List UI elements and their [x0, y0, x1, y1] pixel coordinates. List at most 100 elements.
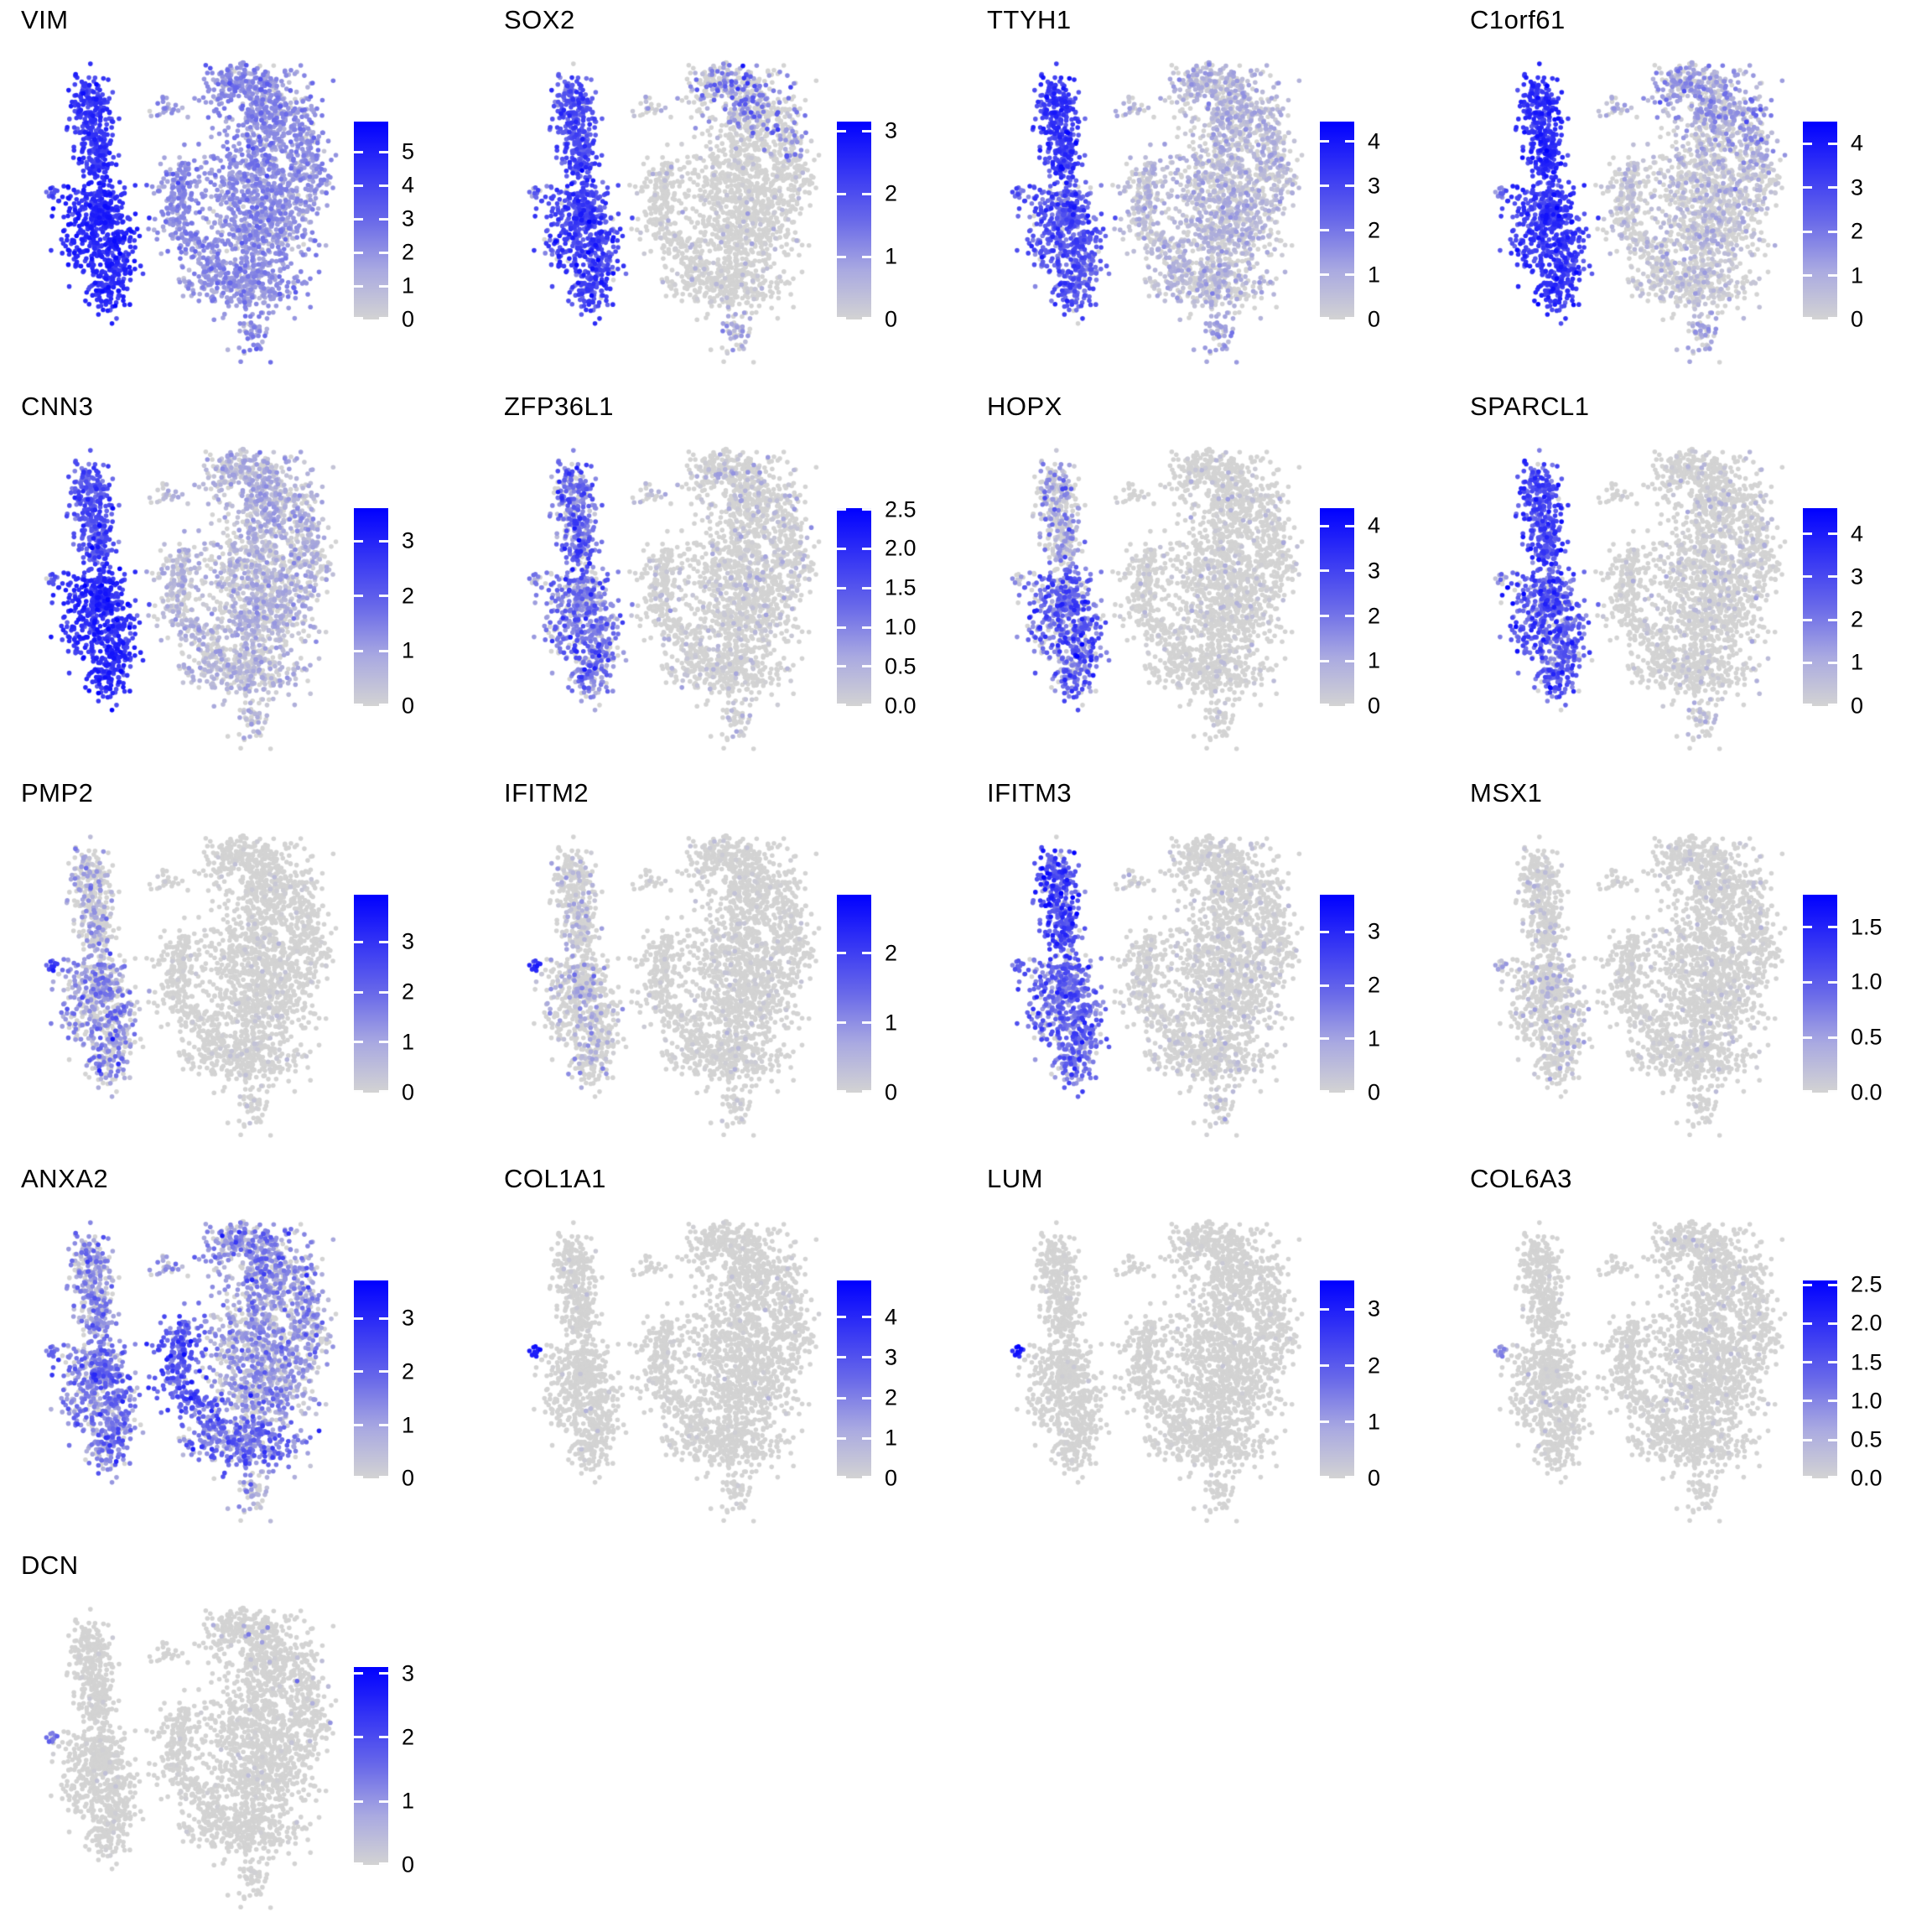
colorbar-tick-mark — [379, 1476, 388, 1479]
colorbar: 0 1 2 3 — [837, 118, 897, 332]
colorbar-tick-mark — [354, 284, 363, 288]
colorbar-gradient — [1320, 122, 1354, 319]
colorbar-tick-mark — [862, 129, 871, 132]
colorbar-tick-mark — [1828, 1283, 1837, 1286]
colorbar-tick-mark — [1345, 984, 1354, 987]
panel-title: ANXA2 — [21, 1164, 109, 1194]
colorbar-tick-mark — [837, 665, 846, 668]
colorbar-tick-label: 1.5 — [1851, 1349, 1883, 1375]
tsne-scatter-canvas — [1008, 831, 1306, 1144]
colorbar-tick-mark — [379, 1089, 388, 1093]
colorbar-tick-mark — [1803, 575, 1812, 579]
colorbar-tick-mark — [1320, 659, 1329, 662]
colorbar-tick-mark — [837, 547, 846, 550]
colorbar-tick-mark — [862, 1089, 871, 1093]
panel-title: IFITM2 — [504, 777, 589, 808]
tsne-scatter-canvas — [525, 1218, 823, 1530]
feature-panel-anxa2: ANXA2 0 1 2 3 — [0, 1159, 483, 1545]
colorbar-tick-label: 0 — [1368, 1079, 1381, 1105]
colorbar-tick-mark — [837, 1356, 846, 1359]
colorbar-tick-mark — [1345, 229, 1354, 232]
colorbar-tick-mark — [354, 317, 363, 319]
colorbar-tick-mark — [354, 184, 363, 187]
colorbar: 0 1 2 3 — [354, 894, 414, 1104]
panel-title: SPARCL1 — [1470, 391, 1590, 421]
panel-title: HOPX — [987, 391, 1062, 421]
panel-title: VIM — [21, 5, 69, 34]
colorbar-tick-mark — [1345, 703, 1354, 706]
colorbar-tick-mark — [379, 1370, 388, 1374]
tsne-scatter-canvas — [1008, 1218, 1306, 1530]
colorbar: 0 1 2 3 — [354, 507, 414, 718]
colorbar: 0.0 0.5 1.0 1.5 2.0 2.5 — [837, 496, 917, 718]
feature-panel-sparcl1: SPARCL1 0 1 2 3 4 — [1449, 387, 1932, 773]
colorbar-tick-mark — [354, 1862, 363, 1866]
panel-title: DCN — [21, 1550, 79, 1581]
colorbar-tick-label: 4 — [885, 1304, 898, 1330]
colorbar-tick-mark — [1320, 1037, 1329, 1041]
feature-panel-pmp2: PMP2 0 1 2 3 — [0, 773, 483, 1160]
colorbar-tick-mark — [862, 508, 871, 512]
colorbar-tick-mark — [1320, 930, 1329, 933]
colorbar-tick-mark — [1803, 980, 1812, 984]
tsne-scatter-canvas — [42, 1604, 340, 1917]
colorbar-tick-label: 0 — [1851, 693, 1864, 719]
colorbar-gradient — [354, 507, 388, 706]
colorbar-tick-mark — [1320, 1307, 1329, 1311]
colorbar-tick-label: 2.0 — [885, 535, 917, 561]
colorbar-tick-mark — [1828, 703, 1837, 706]
colorbar-gradient — [837, 122, 871, 319]
colorbar-tick-mark — [1828, 1089, 1837, 1093]
colorbar-tick-mark — [862, 626, 871, 629]
feature-panel-col6a3: COL6A3 0.0 0.5 1.0 1.5 2.0 2.5 — [1449, 1159, 1932, 1545]
colorbar-tick-mark — [862, 192, 871, 195]
colorbar-tick-mark — [354, 595, 363, 598]
colorbar-tick-mark — [354, 1041, 363, 1044]
colorbar-tick-label: 2 — [1851, 218, 1864, 244]
colorbar-tick-mark — [379, 1862, 388, 1866]
colorbar-tick-mark — [379, 940, 388, 943]
colorbar-tick-label: 1 — [1851, 649, 1864, 675]
colorbar-tick-label: 0.0 — [885, 693, 917, 719]
colorbar-tick-mark — [1320, 703, 1329, 706]
colorbar-tick-mark — [1320, 1364, 1329, 1368]
colorbar-tick-mark — [1345, 1037, 1354, 1041]
colorbar-tick-label: 4 — [1851, 521, 1864, 547]
colorbar-tick-mark — [837, 1476, 846, 1479]
colorbar-tick-mark — [1828, 1322, 1837, 1325]
colorbar-tick-mark — [1828, 618, 1837, 621]
colorbar-tick-label: 3 — [1851, 564, 1864, 589]
colorbar-gradient — [1803, 1280, 1837, 1479]
colorbar-tick-mark — [837, 1396, 846, 1400]
colorbar-tick-mark — [1345, 317, 1354, 319]
colorbar-tick-mark — [379, 595, 388, 598]
panel-title: PMP2 — [21, 777, 94, 808]
colorbar-tick-label: 3 — [1368, 918, 1381, 944]
colorbar: 0 1 2 3 — [354, 1280, 414, 1491]
colorbar-tick-mark — [354, 649, 363, 652]
colorbar: 0 1 2 3 — [1320, 894, 1380, 1104]
colorbar-tick-label: 3 — [402, 205, 415, 231]
colorbar-tick-mark — [837, 255, 846, 258]
tsne-scatter-canvas — [525, 59, 823, 371]
colorbar-tick-mark — [354, 990, 363, 994]
panel-title: SOX2 — [504, 5, 575, 34]
colorbar-tick-mark — [354, 150, 363, 153]
colorbar-tick-mark — [837, 952, 846, 955]
colorbar-tick-mark — [379, 1672, 388, 1675]
colorbar-tick-mark — [862, 255, 871, 258]
colorbar: 0.0 0.5 1.0 1.5 2.0 2.5 — [1803, 1272, 1883, 1491]
colorbar-tick-label: 2 — [1368, 217, 1381, 243]
colorbar-tick-mark — [862, 586, 871, 589]
colorbar-gradient — [1320, 1280, 1354, 1479]
colorbar-tick-label: 0 — [885, 1079, 898, 1105]
colorbar-tick-label: 1 — [885, 1425, 898, 1451]
colorbar-tick-mark — [837, 317, 846, 319]
colorbar-tick-label: 4 — [1368, 128, 1381, 154]
colorbar-tick-label: 1.0 — [1851, 1388, 1883, 1414]
colorbar-tick-mark — [379, 317, 388, 319]
colorbar-tick-mark — [1345, 1476, 1354, 1479]
panel-title: CNN3 — [21, 391, 94, 421]
colorbar-tick-mark — [1320, 1089, 1329, 1093]
